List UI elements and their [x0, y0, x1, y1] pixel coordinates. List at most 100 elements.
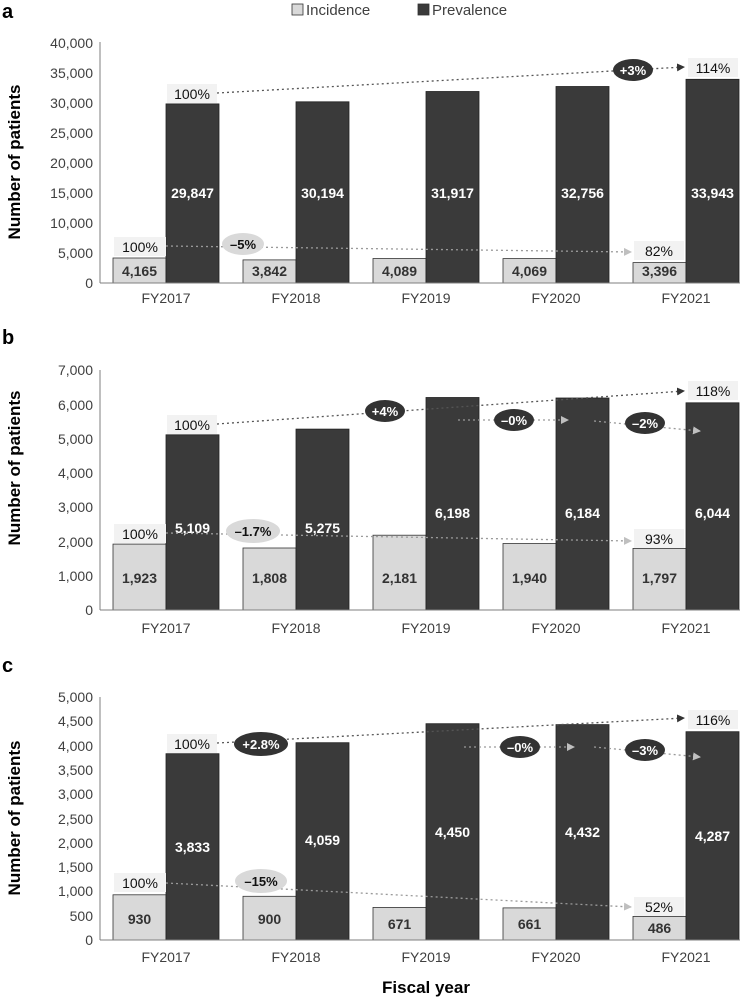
- bars: [112, 397, 740, 611]
- y-axis-title: Number of patients: [5, 741, 24, 896]
- y-tick-label: 2,000: [58, 534, 93, 550]
- incidence-change-badge: [226, 519, 280, 543]
- legend-incidence-swatch: [291, 3, 304, 16]
- y-tick-label: 2,000: [58, 835, 93, 851]
- bar-prevalence-fy2018: [295, 101, 350, 284]
- bar-prevalence-fy2020: [555, 86, 610, 284]
- prevalence-change-badge-3: [625, 412, 665, 434]
- value-label-prevalence: 30,194: [301, 185, 344, 201]
- prevalence-end-pct-box: [688, 710, 738, 729]
- prevalence-end-pct: 114%: [696, 60, 731, 76]
- prevalence-change-badge: [613, 59, 653, 81]
- incidence-change-label: –1.7%: [235, 524, 272, 539]
- bar-value-labels: 4,165 29,847 3,842 30,194 4,089 31,917 4…: [122, 185, 734, 279]
- x-tick-label: FY2019: [401, 949, 450, 965]
- x-axis-title: Fiscal year: [382, 978, 470, 997]
- bar-prevalence-fy2018: [295, 742, 350, 941]
- value-label-incidence: 671: [388, 916, 412, 932]
- panel-letter: b: [2, 327, 14, 349]
- value-label-prevalence: 5,109: [175, 520, 210, 536]
- value-label-prevalence: 6,184: [565, 505, 600, 521]
- y-tick-label: 15,000: [50, 185, 93, 201]
- prevalence-end-pct: 118%: [696, 383, 731, 399]
- y-axis: 0 5,000 10,000 15,000 20,000 25,000 30,0…: [50, 35, 101, 291]
- value-label-incidence: 661: [518, 916, 542, 932]
- prevalence-change-label-3: –2%: [632, 416, 658, 431]
- bars: [112, 723, 740, 941]
- x-tick-label: FY2018: [271, 949, 320, 965]
- y-tick-label: 5,000: [58, 689, 93, 705]
- incidence-end-pct: 82%: [645, 243, 673, 259]
- y-axis: 0 1,000 2,000 3,000 4,000 5,000 6,000 7,…: [58, 362, 101, 618]
- prevalence-change-label: +2.8%: [242, 737, 280, 752]
- bar-incidence-fy2020: [502, 543, 557, 611]
- y-tick-label: 5,000: [58, 431, 93, 447]
- value-label-prevalence: 31,917: [431, 185, 474, 201]
- value-label-prevalence: 4,450: [435, 824, 470, 840]
- incidence-end-pct-box: [634, 529, 684, 548]
- prevalence-change-label-2: –0%: [501, 413, 527, 428]
- bar-incidence-fy2017: [112, 543, 167, 611]
- prevalence-change-label: +4%: [372, 404, 399, 419]
- panel-letter: c: [2, 655, 13, 677]
- legend-prevalence-swatch: [417, 3, 430, 16]
- incidence-change-badge: [222, 233, 264, 255]
- panel-b: b Number of patients 0 1,000 2,000 3,000…: [2, 327, 740, 636]
- value-label-prevalence: 5,275: [305, 520, 340, 536]
- y-tick-label: 2,500: [58, 811, 93, 827]
- y-tick-label: 0: [85, 275, 93, 291]
- value-label-incidence: 486: [648, 920, 672, 936]
- bar-prevalence-fy2017: [165, 434, 220, 611]
- x-tick-label: FY2021: [661, 290, 710, 306]
- y-tick-label: 500: [70, 908, 94, 924]
- y-tick-label: 3,000: [58, 786, 93, 802]
- prevalence-start-pct: 100%: [174, 736, 210, 752]
- y-tick-label: 40,000: [50, 35, 93, 51]
- y-tick-label: 6,000: [58, 397, 93, 413]
- y-tick-label: 1,000: [58, 568, 93, 584]
- y-tick-label: 25,000: [50, 125, 93, 141]
- bar-prevalence-fy2017: [165, 753, 220, 941]
- prevalence-start-pct: 100%: [174, 417, 210, 433]
- prevalence-end-pct-box: [688, 381, 738, 400]
- value-label-incidence: 1,808: [252, 570, 287, 586]
- bar-prevalence-fy2019: [425, 91, 480, 284]
- y-tick-label: 3,000: [58, 499, 93, 515]
- prevalence-change-badge-2: [494, 409, 534, 431]
- bar-incidence-fy2018: [242, 547, 297, 611]
- x-tick-label: FY2020: [531, 949, 580, 965]
- y-tick-label: 0: [85, 932, 93, 948]
- x-tick-label: FY2019: [401, 290, 450, 306]
- bar-prevalence-fy2021: [685, 78, 740, 284]
- bar-incidence-fy2020: [502, 258, 557, 284]
- x-tick-label: FY2017: [141, 290, 190, 306]
- legend-incidence-label: Incidence: [306, 2, 370, 19]
- bars: [112, 78, 740, 284]
- value-label-prevalence: 3,833: [175, 839, 210, 855]
- value-label-incidence: 4,165: [122, 263, 157, 279]
- y-tick-label: 35,000: [50, 65, 93, 81]
- x-tick-label: FY2021: [661, 620, 710, 636]
- incidence-start-pct-box: [114, 524, 166, 543]
- x-tick-label: FY2017: [141, 949, 190, 965]
- x-tick-label: FY2017: [141, 620, 190, 636]
- prevalence-start-pct-box: [167, 734, 217, 753]
- value-label-incidence: 4,069: [512, 263, 547, 279]
- value-label-prevalence: 4,059: [305, 832, 340, 848]
- y-tick-label: 4,500: [58, 713, 93, 729]
- value-label-incidence: 1,940: [512, 570, 547, 586]
- x-tick-labels: FY2017 FY2018 FY2019 FY2020 FY2021: [141, 290, 710, 306]
- prevalence-start-pct-box: [167, 84, 217, 103]
- bar-value-labels: 1,923 5,109 1,808 5,275 2,181 6,198 1,94…: [122, 505, 730, 586]
- incidence-end-pct: 93%: [645, 531, 673, 547]
- y-tick-label: 4,000: [58, 465, 93, 481]
- prevalence-end-pct: 116%: [696, 712, 731, 728]
- bar-prevalence-fy2018: [295, 428, 350, 611]
- prevalence-change-label-3: –3%: [632, 743, 658, 758]
- x-tick-label: FY2021: [661, 949, 710, 965]
- value-label-prevalence: 6,044: [695, 505, 730, 521]
- y-tick-label: 10,000: [50, 215, 93, 231]
- x-tick-labels: FY2017 FY2018 FY2019 FY2020 FY2021: [141, 949, 710, 965]
- value-label-prevalence: 32,756: [561, 185, 604, 201]
- prevalence-start-pct-box: [167, 415, 217, 434]
